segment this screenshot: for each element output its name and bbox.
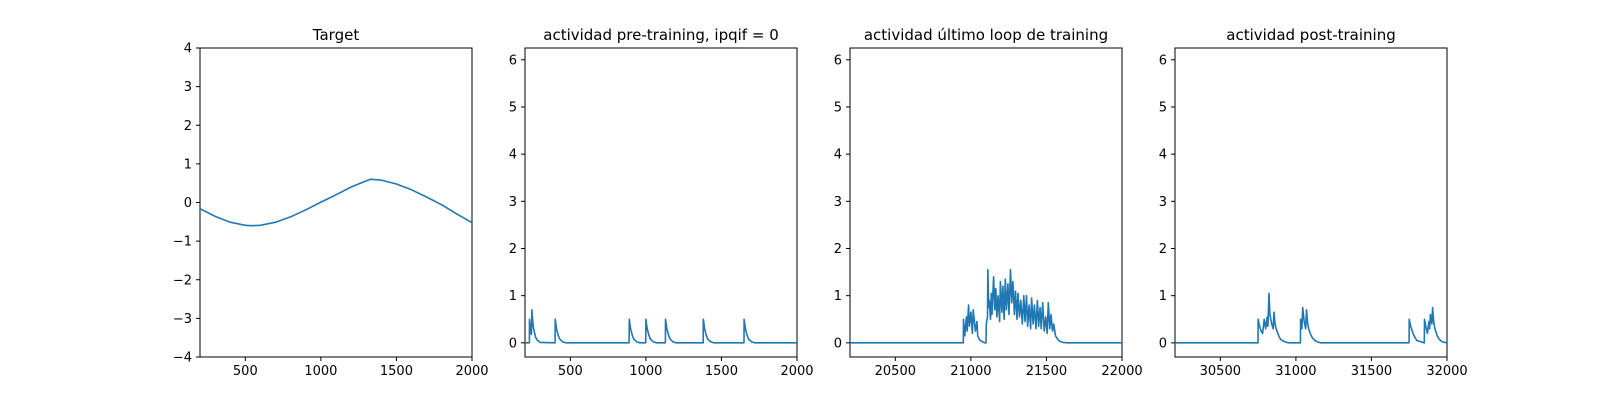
chart-4-ytick-label: 1	[1159, 289, 1167, 304]
chart-1-frame	[199, 47, 473, 358]
chart-3-title: actividad último loop de training	[864, 26, 1108, 44]
chart-4-ytick-label: 3	[1159, 195, 1167, 210]
chart-2-ytick-label: 4	[509, 148, 517, 163]
chart-3-xtick-label: 21500	[1026, 364, 1067, 379]
chart-3-xtick-label: 22000	[1101, 364, 1142, 379]
chart-2-ytick-label: 1	[509, 289, 517, 304]
chart-2-xtick-label: 500	[558, 364, 583, 379]
chart-1-xtick-label: 1000	[304, 364, 337, 379]
chart-4-xtick-label: 32000	[1426, 364, 1467, 379]
chart-2-ytick-label: 2	[509, 242, 517, 257]
chart-4-xtick-label: 30500	[1200, 364, 1241, 379]
chart-1-ytick-label: 0	[184, 196, 192, 211]
chart-1-ytick-label: 2	[184, 119, 192, 134]
chart-3-frame	[849, 47, 1123, 358]
chart-2-title: actividad pre-training, ipqif = 0	[543, 26, 779, 44]
chart-3-ytick-label: 6	[834, 53, 842, 68]
chart-1-ytick-label: −3	[173, 312, 192, 327]
chart-1-series-line	[199, 178, 473, 227]
chart-2-ytick-label: 0	[509, 336, 517, 351]
chart-4-ytick-label: 5	[1159, 100, 1167, 115]
chart-3-ytick-label: 5	[834, 100, 842, 115]
chart-4-ytick-label: 2	[1159, 242, 1167, 257]
chart-3-ytick-label: 3	[834, 195, 842, 210]
chart-1-ytick-label: 3	[184, 80, 192, 95]
chart-4-series-line	[1175, 292, 1448, 344]
chart-3-xtick-label: 20500	[875, 364, 916, 379]
chart-2-ytick-label: 5	[509, 100, 517, 115]
chart-3-ytick-label: 0	[834, 336, 842, 351]
chart-1-ytick-label: −1	[173, 235, 192, 250]
chart-1-ytick-label: −2	[173, 273, 192, 288]
chart-3-xtick-label: 21000	[950, 364, 991, 379]
chart-1-xtick-label: 2000	[455, 364, 488, 379]
chart-1-ytick-label: 1	[184, 157, 192, 172]
chart-3-series-line	[850, 268, 1122, 344]
chart-2-xtick-label: 2000	[780, 364, 813, 379]
chart-1-ytick-label: −4	[173, 351, 192, 366]
chart-4-ytick-label: 6	[1159, 53, 1167, 68]
chart-4-frame	[1174, 47, 1448, 358]
chart-3-ytick-label: 4	[834, 148, 842, 163]
chart-4-xtick-label: 31000	[1275, 364, 1316, 379]
chart-2-series-line	[525, 308, 797, 344]
chart-1-xtick-label: 1500	[380, 364, 413, 379]
chart-4-ytick-label: 0	[1159, 336, 1167, 351]
chart-4-ytick-label: 4	[1159, 148, 1167, 163]
chart-3-ytick-label: 1	[834, 289, 842, 304]
chart-2-xtick-label: 1500	[705, 364, 738, 379]
chart-1-title: Target	[312, 26, 360, 44]
chart-3-ytick-label: 2	[834, 242, 842, 257]
chart-2-xtick-label: 1000	[629, 364, 662, 379]
chart-2-ytick-label: 3	[509, 195, 517, 210]
chart-2-frame	[524, 47, 798, 358]
chart-4-xtick-label: 31500	[1351, 364, 1392, 379]
chart-4-title: actividad post-training	[1226, 26, 1395, 44]
chart-1-ytick-label: 4	[184, 42, 192, 57]
chart-1-xtick-label: 500	[233, 364, 258, 379]
chart-2-ytick-label: 6	[509, 53, 517, 68]
